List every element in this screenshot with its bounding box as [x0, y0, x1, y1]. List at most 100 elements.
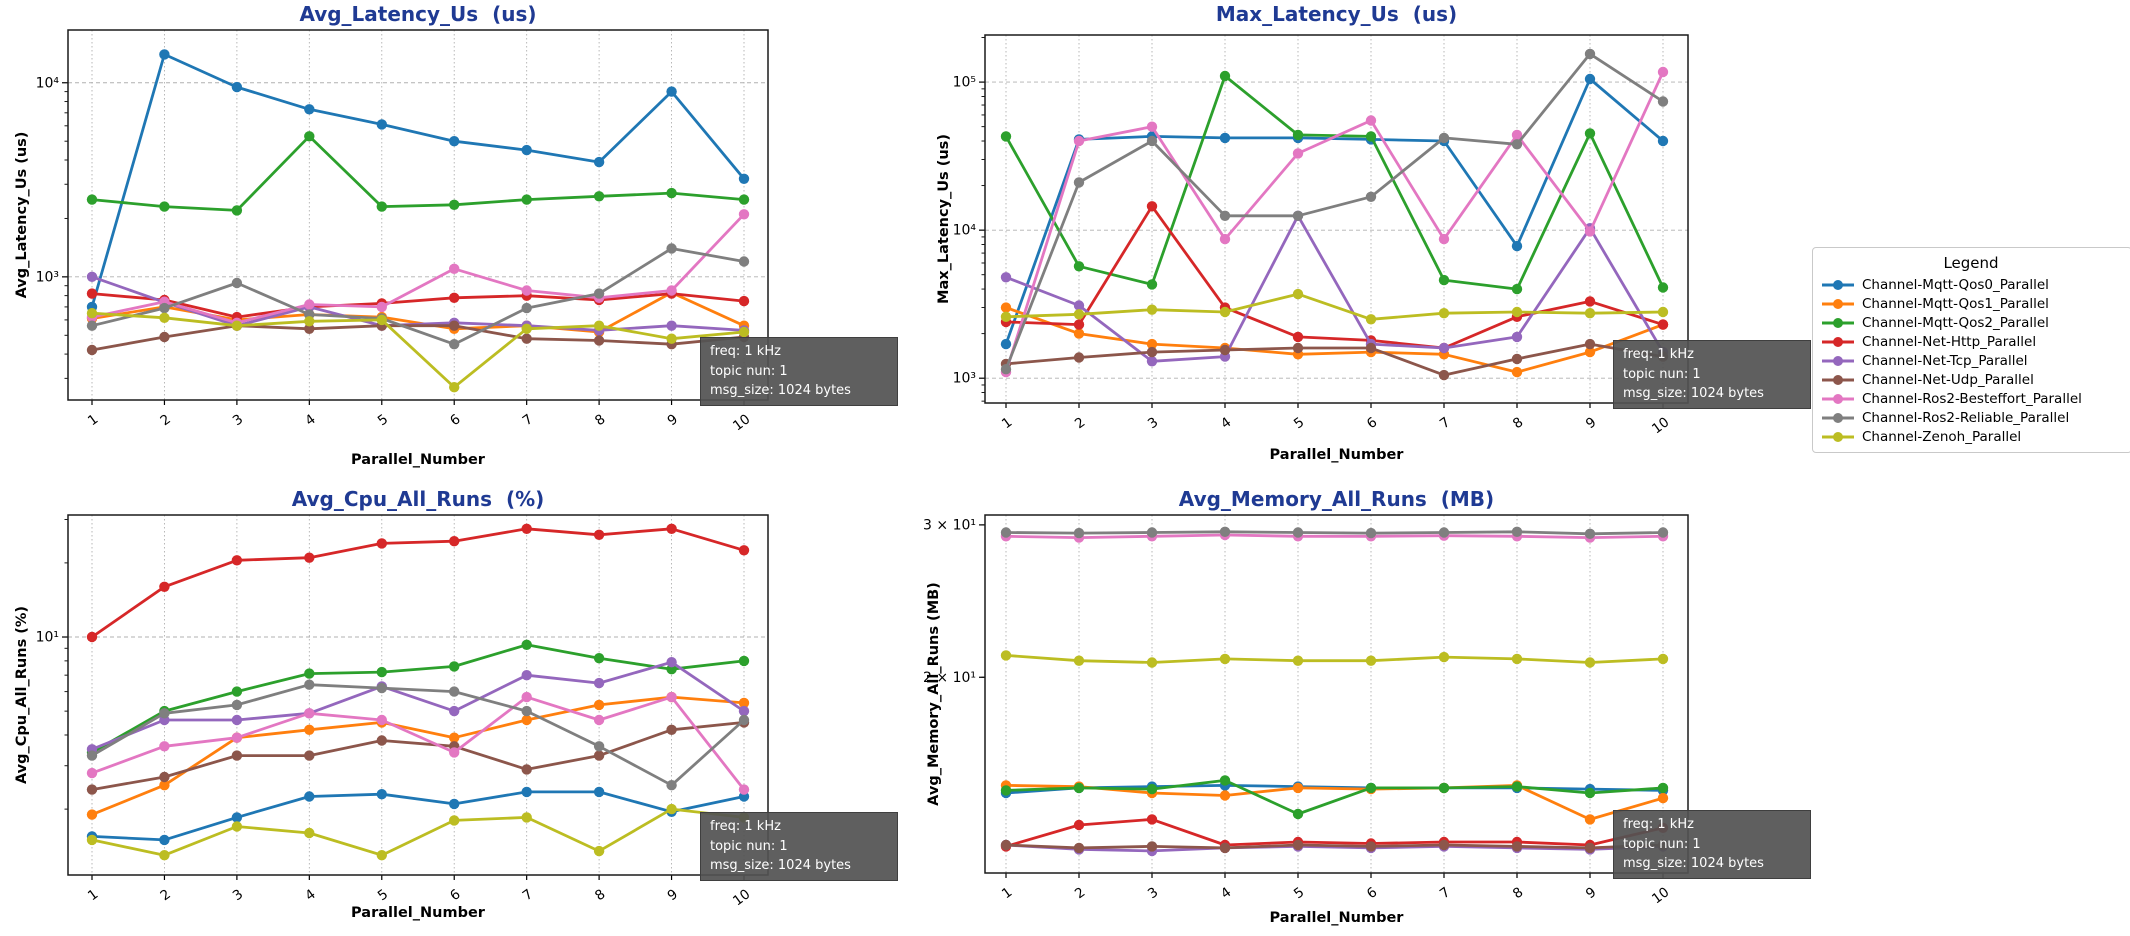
svg-text:4: 4	[302, 411, 318, 429]
svg-text:4: 4	[302, 886, 318, 904]
legend: Legend Channel-Mqtt-Qos0_Parallel Channel…	[1812, 247, 2130, 453]
y-axis-label: Avg_Memory_All_Runs (MB)	[926, 582, 942, 806]
y-axis-label: Avg_Cpu_All_Runs (%)	[14, 605, 30, 785]
y-axis-label: Avg_Latency_Us (us)	[14, 131, 30, 299]
svg-text:5: 5	[375, 886, 391, 904]
svg-text:7: 7	[520, 886, 536, 904]
legend-line-marker-icon	[1822, 279, 1854, 290]
annotation-line: topic nun: 1	[1623, 366, 1701, 382]
svg-text:3: 3	[230, 411, 246, 429]
svg-text:3 × 10¹: 3 × 10¹	[923, 517, 976, 533]
svg-text:8: 8	[592, 411, 608, 429]
legend-line-marker-icon	[1822, 355, 1854, 366]
legend-item: Channel-Zenoh_Parallel	[1821, 427, 2121, 446]
legend-item-label: Channel-Mqtt-Qos2_Parallel	[1862, 314, 2049, 331]
plot-area-max-latency: 10⁵ 10⁴ 10³ 1 2 3 4 5 6 7 8 9 10	[953, 34, 1689, 437]
svg-text:6: 6	[1364, 884, 1380, 902]
svg-text:4: 4	[1218, 414, 1234, 432]
legend-title: Legend	[1943, 254, 1999, 272]
x-axis-label: Parallel_Number	[351, 452, 485, 468]
plot-area-avg-latency: 10⁴ 10³ 1 2 3 4 5 6 7 8 9 10	[36, 29, 769, 434]
legend-line-marker-icon	[1822, 317, 1854, 328]
legend-item-label: Channel-Ros2-Reliable_Parallel	[1862, 409, 2070, 426]
annotation-line: msg_size: 1024 bytes	[1623, 386, 1764, 401]
svg-text:3: 3	[1145, 884, 1161, 902]
x-axis-label: Parallel_Number	[351, 905, 485, 921]
annotation-box: freq: 1 kHz topic nun: 1 msg_size: 1024 …	[1613, 810, 1811, 879]
svg-text:2 × 10¹: 2 × 10¹	[923, 670, 976, 686]
svg-text:10³: 10³	[36, 269, 59, 285]
annotation-line: msg_size: 1024 bytes	[710, 383, 851, 398]
svg-text:2: 2	[157, 886, 173, 904]
annotation-line: topic nun: 1	[1623, 836, 1701, 852]
svg-text:10⁵: 10⁵	[953, 75, 976, 91]
svg-text:9: 9	[1583, 884, 1599, 902]
annotation-line: topic nun: 1	[710, 363, 788, 379]
svg-text:6: 6	[1364, 414, 1380, 432]
svg-text:3: 3	[1145, 414, 1161, 432]
svg-text:10: 10	[1649, 884, 1672, 907]
chart-title-avg-latency: Avg_Latency_Us (us)	[299, 2, 537, 26]
annotation-box: freq: 1 kHz topic nun: 1 msg_size: 1024 …	[700, 337, 898, 406]
annotation-line: msg_size: 1024 bytes	[1623, 856, 1764, 871]
legend-line-marker-icon	[1822, 412, 1854, 423]
legend-item-label: Channel-Net-Udp_Parallel	[1862, 371, 2034, 388]
annotation-line: freq: 1 kHz	[710, 819, 781, 834]
chart-title-avg-cpu: Avg_Cpu_All_Runs (%)	[291, 487, 545, 511]
svg-text:4: 4	[1218, 884, 1234, 902]
legend-item: Channel-Mqtt-Qos1_Parallel	[1821, 294, 2121, 313]
legend-item: Channel-Ros2-Besteffort_Parallel	[1821, 389, 2121, 408]
svg-text:8: 8	[1510, 884, 1526, 902]
svg-text:1: 1	[85, 886, 101, 904]
svg-text:5: 5	[1291, 884, 1307, 902]
svg-text:8: 8	[1510, 414, 1526, 432]
x-axis-label: Parallel_Number	[1269, 910, 1404, 926]
annotation-line: freq: 1 kHz	[1623, 347, 1694, 362]
svg-text:10: 10	[1649, 414, 1672, 437]
legend-item: Channel-Net-Http_Parallel	[1821, 332, 2121, 351]
chart-title-max-latency: Max_Latency_Us (us)	[1215, 2, 1458, 26]
legend-line-marker-icon	[1822, 431, 1854, 442]
annotation-box: freq: 1 kHz topic nun: 1 msg_size: 1024 …	[1613, 340, 1811, 409]
svg-text:9: 9	[665, 886, 681, 904]
svg-text:10⁴: 10⁴	[953, 223, 977, 239]
legend-item: Channel-Mqtt-Qos0_Parallel	[1821, 275, 2121, 294]
chart-title-avg-memory: Avg_Memory_All_Runs (MB)	[1178, 487, 1495, 511]
svg-text:2: 2	[1072, 884, 1088, 902]
legend-item-label: Channel-Net-Http_Parallel	[1862, 333, 2037, 350]
legend-line-marker-icon	[1822, 336, 1854, 347]
svg-text:7: 7	[520, 411, 536, 429]
annotation-line: freq: 1 kHz	[710, 344, 781, 359]
legend-item-label: Channel-Net-Tcp_Parallel	[1862, 352, 2028, 369]
svg-text:6: 6	[447, 886, 463, 904]
svg-text:2: 2	[1072, 414, 1088, 432]
y-axis-label: Max_Latency_Us (us)	[936, 134, 952, 304]
svg-text:7: 7	[1437, 884, 1453, 902]
svg-text:5: 5	[375, 411, 391, 429]
svg-text:1: 1	[999, 414, 1015, 432]
legend-item: Channel-Net-Udp_Parallel	[1821, 370, 2121, 389]
svg-text:9: 9	[665, 411, 681, 429]
svg-text:10¹: 10¹	[36, 630, 59, 646]
svg-text:10³: 10³	[953, 371, 976, 387]
legend-line-marker-icon	[1822, 374, 1854, 385]
annotation-line: topic nun: 1	[710, 838, 788, 854]
legend-line-marker-icon	[1822, 393, 1854, 404]
svg-text:7: 7	[1437, 414, 1453, 432]
legend-line-marker-icon	[1822, 298, 1854, 309]
legend-item: Channel-Net-Tcp_Parallel	[1821, 351, 2121, 370]
svg-text:3: 3	[230, 886, 246, 904]
annotation-box: freq: 1 kHz topic nun: 1 msg_size: 1024 …	[700, 812, 898, 881]
svg-text:5: 5	[1291, 414, 1307, 432]
svg-text:10: 10	[730, 411, 753, 434]
svg-text:1: 1	[999, 884, 1015, 902]
legend-item-label: Channel-Mqtt-Qos1_Parallel	[1862, 295, 2049, 312]
svg-text:1: 1	[85, 411, 101, 429]
svg-text:2: 2	[157, 411, 173, 429]
plot-area-avg-memory: 3 × 10¹ 2 × 10¹ 1 2 3 4 5 6 7 8 9 10	[923, 514, 1689, 907]
annotation-line: msg_size: 1024 bytes	[710, 858, 851, 873]
svg-text:10⁴: 10⁴	[36, 75, 60, 91]
svg-text:9: 9	[1583, 414, 1599, 432]
